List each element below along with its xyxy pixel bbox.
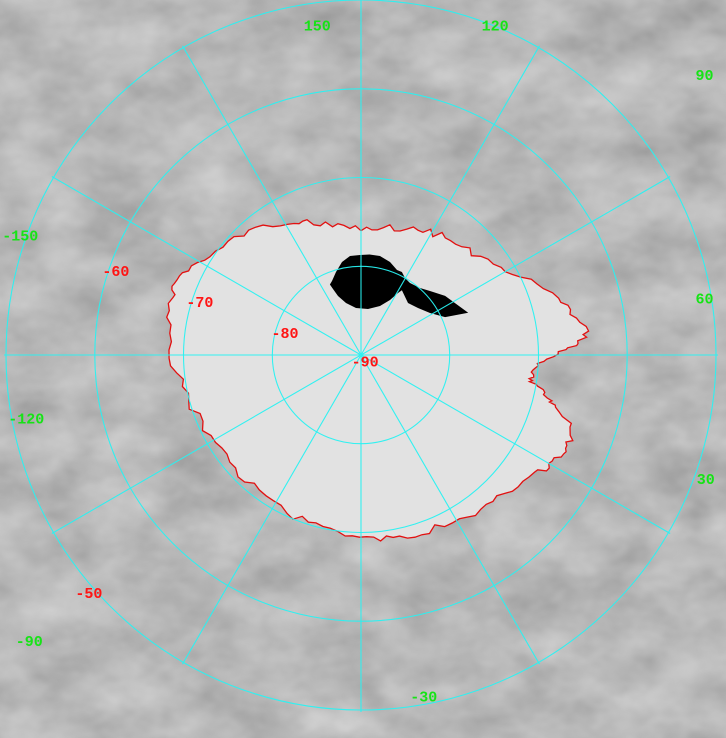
svg-text:-90: -90 [16,634,43,651]
svg-text:-50: -50 [75,586,102,603]
svg-text:60: 60 [696,292,714,309]
svg-text:-70: -70 [186,295,213,312]
svg-text:-60: -60 [102,264,129,281]
svg-text:120: 120 [482,19,509,36]
svg-text:30: 30 [697,472,715,489]
svg-text:-150: -150 [2,228,38,245]
svg-text:-90: -90 [352,354,379,371]
svg-text:150: 150 [304,19,331,36]
svg-text:-120: -120 [8,412,44,429]
svg-text:90: 90 [696,68,714,85]
svg-text:-30: -30 [410,689,437,706]
svg-text:-80: -80 [272,326,299,343]
